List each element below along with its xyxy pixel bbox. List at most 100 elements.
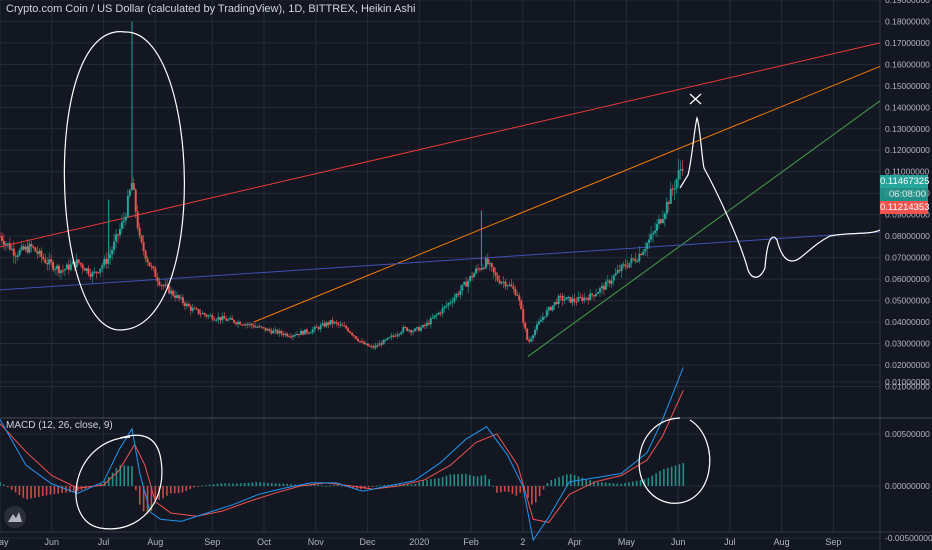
price-tick-label: 0.03000000 [885, 339, 930, 349]
tradingview-logo-icon[interactable] [4, 506, 26, 528]
candle-body [164, 284, 167, 286]
time-tick-label: Aug [774, 537, 790, 547]
candle-body [539, 319, 542, 322]
candle-body [427, 322, 430, 325]
candle-body [105, 259, 108, 264]
candle-body [132, 183, 135, 190]
candle-body [197, 309, 200, 314]
macd-histogram-bar [608, 482, 611, 486]
candle-body [284, 333, 287, 336]
price-tick-label: 0.14000000 [885, 102, 930, 112]
macd-histogram-bar [414, 483, 417, 486]
candle-body [410, 330, 413, 333]
candle-body [14, 255, 17, 257]
candle-body [179, 297, 182, 299]
candle-body [4, 243, 7, 245]
macd-histogram-bar [449, 474, 452, 486]
price-tick-label: 0.04000000 [885, 317, 930, 327]
candle-body [46, 262, 49, 265]
candle-body [577, 296, 580, 302]
macd-histogram-bar [639, 480, 642, 486]
macd-histogram-bar [313, 484, 316, 486]
candle-body [579, 296, 582, 298]
candle-body [93, 271, 96, 273]
macd-histogram-bar [569, 473, 572, 486]
candle-body [280, 330, 283, 334]
macd-histogram-bar [336, 485, 339, 486]
price-tick-label: 0.18000000 [885, 16, 930, 26]
candle-body [559, 295, 562, 297]
macd-histogram-bar [457, 474, 459, 486]
macd-histogram-bar [468, 474, 471, 486]
candle-body [97, 272, 100, 274]
macd-histogram-bar [290, 484, 292, 486]
candle-body [262, 327, 265, 329]
candle-body [561, 295, 564, 301]
candle-body [307, 332, 310, 334]
trendlines [0, 42, 881, 357]
candle-body [473, 273, 476, 278]
macd-histogram-bar [364, 486, 366, 489]
candle-body [475, 268, 478, 274]
candle-body [252, 325, 255, 328]
candle-body [185, 303, 188, 307]
macd-histogram-bar [146, 486, 149, 515]
macd-histogram-bar [647, 477, 650, 486]
candle-body [254, 326, 257, 328]
macd-histogram-bar [270, 483, 273, 486]
candle-body [75, 259, 78, 268]
candle-body [347, 328, 350, 332]
candle-body [453, 297, 456, 302]
candle-body [305, 329, 308, 333]
candle-body [360, 341, 363, 343]
macd-histogram-bar [263, 482, 265, 486]
macd-histogram-bar [216, 483, 219, 486]
macd-histogram-bar [329, 485, 331, 487]
candle-body [673, 188, 676, 190]
macd-histogram-bar [41, 486, 44, 497]
candle-body [400, 332, 403, 334]
macd-histogram-bar [3, 484, 5, 486]
macd-histogram-bar [472, 475, 475, 486]
macd-histogram-bar [406, 484, 409, 486]
candle-body [16, 255, 19, 257]
candle-body [604, 281, 607, 290]
candle-body [441, 308, 444, 314]
macd-histogram-bar [138, 486, 141, 505]
trendline-blue [0, 231, 881, 291]
candle-body [608, 280, 611, 284]
candle-body [294, 335, 297, 337]
candle-body [221, 316, 224, 321]
candle-body [187, 303, 190, 307]
candle-body [622, 264, 625, 266]
macd-histogram-bar [434, 478, 436, 486]
chart-title: Crypto.com Coin / US Dollar (calculated … [6, 3, 416, 15]
macd-histogram-bar [655, 473, 657, 486]
candle-body [640, 253, 643, 256]
candle-body [242, 324, 245, 326]
candle-body [671, 188, 674, 190]
candle-body [81, 264, 84, 269]
macd-histogram-bar [503, 486, 506, 492]
macd-histogram-bar [6, 486, 9, 488]
macd-indicator-label[interactable]: MACD (12, 26, close, 9) [6, 420, 113, 431]
candle-body [345, 326, 348, 329]
macd-histogram-bar [441, 477, 444, 486]
macd-histogram-bar [115, 468, 118, 486]
annotation-x-mark [689, 93, 702, 105]
candle-body [465, 281, 468, 287]
candle-body [40, 250, 43, 257]
candle-body [595, 294, 598, 297]
macd-histogram-bar [325, 486, 327, 487]
macd-histogram-bar [418, 482, 421, 486]
candle-body [433, 315, 436, 318]
candle-body [520, 300, 523, 310]
macd-histogram-bar [22, 486, 25, 498]
countdown-tag: 06:08:00 [880, 188, 928, 201]
macd-histogram-bar [430, 479, 432, 486]
candle-body [620, 264, 623, 272]
candle-body [65, 264, 68, 270]
candle-body [681, 169, 684, 171]
candle-body [168, 285, 171, 294]
